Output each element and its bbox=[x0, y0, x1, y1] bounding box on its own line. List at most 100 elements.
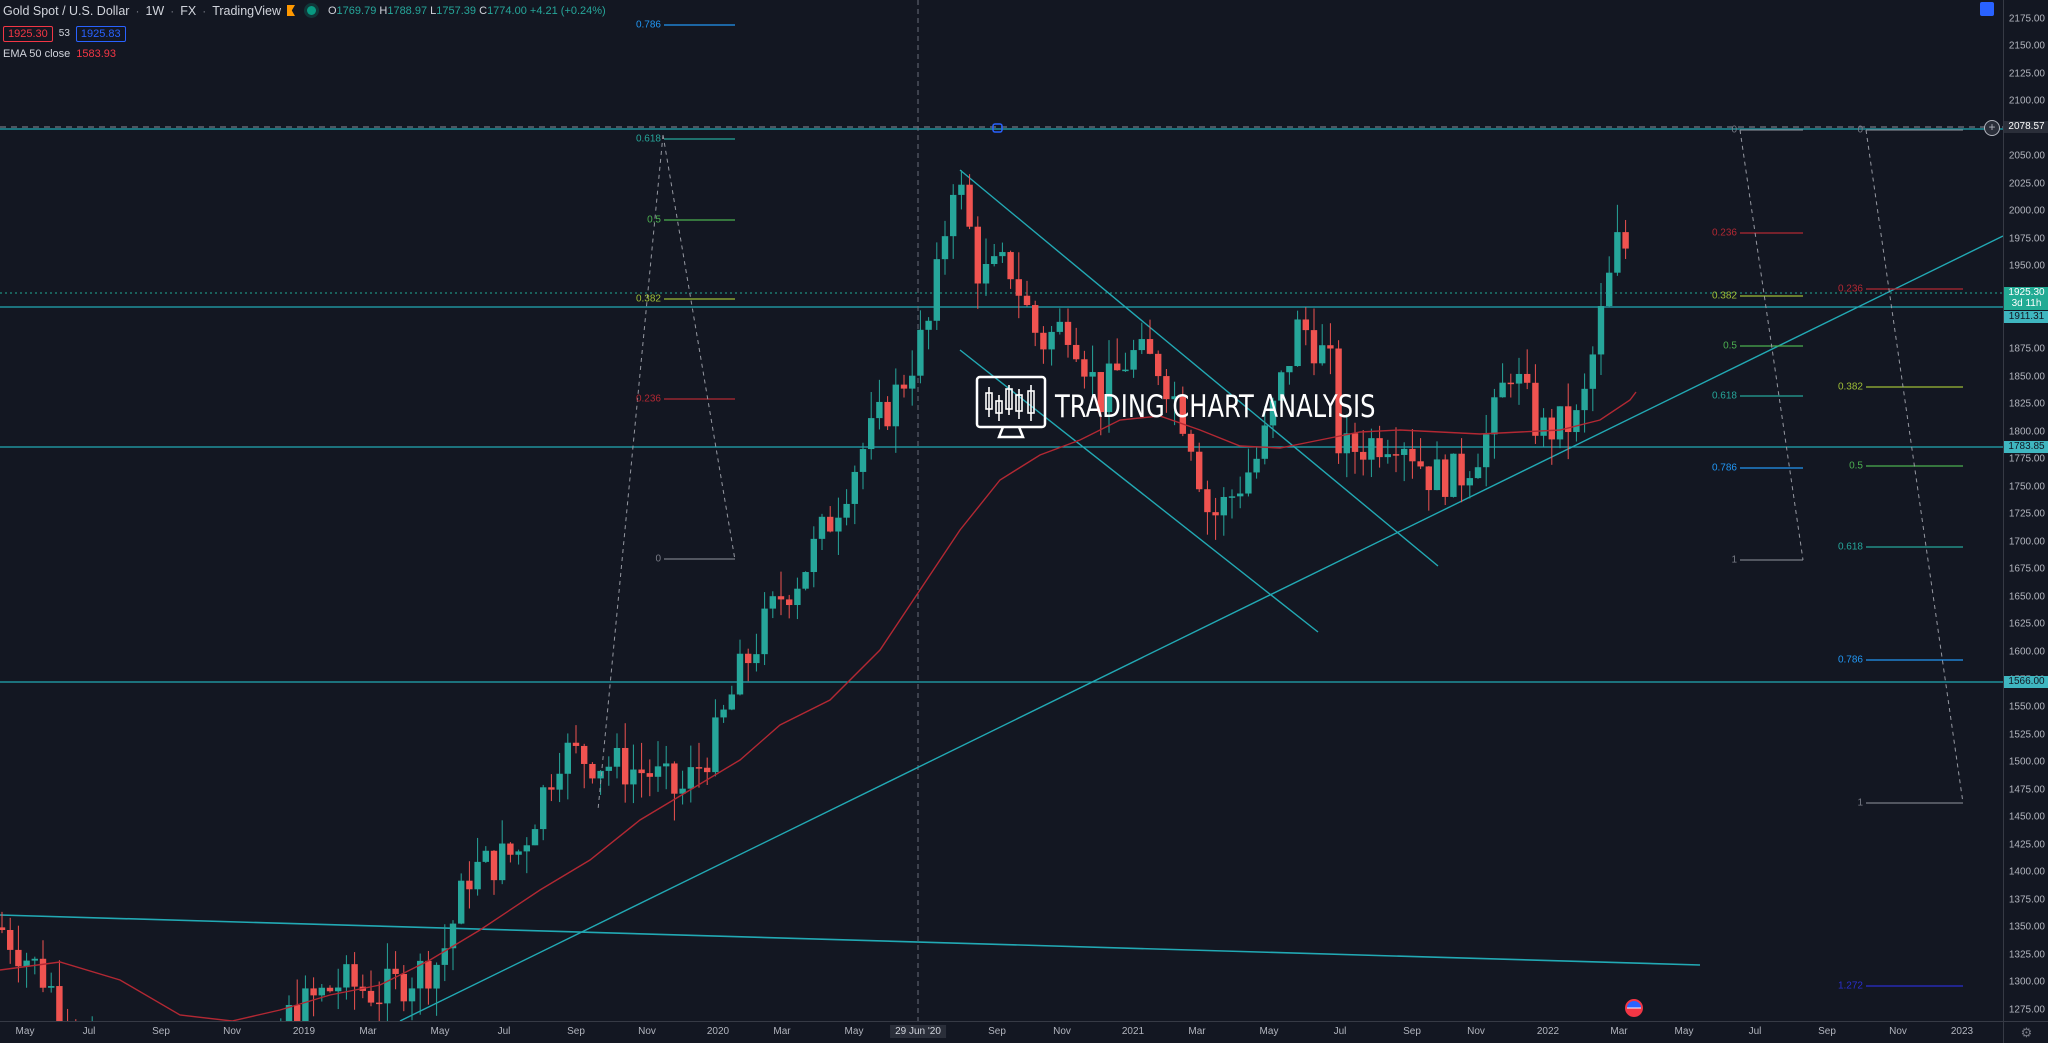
candle-body bbox=[1015, 279, 1022, 296]
candle-body bbox=[892, 384, 899, 427]
candle-body bbox=[1515, 373, 1523, 384]
ohlc-values: O1769.79 H1788.97 L1757.39 C1774.00 +4.2… bbox=[327, 4, 606, 17]
candle-body bbox=[572, 742, 580, 746]
candle-body bbox=[1073, 344, 1080, 360]
candle-body bbox=[736, 653, 744, 695]
candle-body bbox=[941, 236, 949, 260]
spread: 53 bbox=[58, 28, 70, 39]
candle-body bbox=[1507, 382, 1514, 385]
fib-level-label: 0.236 bbox=[1837, 283, 1863, 295]
sell-button[interactable]: 1925.30 bbox=[3, 25, 53, 42]
candle-body bbox=[802, 572, 809, 589]
indicator-ema[interactable]: EMA 50 close 1583.93 bbox=[3, 45, 606, 62]
candle-body bbox=[1097, 372, 1104, 413]
monitor-candles-icon bbox=[975, 375, 1047, 439]
price-axis[interactable]: USD ⌄ 2175.002150.002125.002100.002050.0… bbox=[2003, 0, 2048, 1021]
candle-body bbox=[515, 851, 522, 855]
buy-button[interactable]: 1925.83 bbox=[75, 25, 126, 42]
price-tick: 1950.00 bbox=[2008, 260, 2045, 272]
time-tick: May bbox=[430, 1026, 450, 1037]
candle-body bbox=[326, 987, 334, 992]
time-tick: Jul bbox=[1748, 1026, 1762, 1037]
candle-body bbox=[622, 747, 629, 785]
time-tick: Mar bbox=[1188, 1026, 1206, 1037]
candle-body bbox=[48, 986, 55, 988]
fib-trend-dashed-line bbox=[1865, 129, 1964, 804]
candle-body bbox=[630, 769, 637, 785]
price-tick: 1625.00 bbox=[2008, 618, 2045, 630]
add-alert-icon[interactable]: + bbox=[1984, 120, 2000, 136]
ascending-trendline bbox=[399, 235, 2003, 1021]
candle-body bbox=[654, 766, 662, 777]
long-descending-trendline bbox=[0, 914, 1701, 966]
price-tick: 2000.00 bbox=[2008, 205, 2045, 217]
interval[interactable]: 1W bbox=[145, 3, 165, 18]
time-axis[interactable]: May Jul Sep Nov 2019 Mar May Jul Sep Nov 2020 Mar Ma… bbox=[0, 1021, 2003, 1043]
candle-body bbox=[966, 184, 973, 227]
price-tick: 1600.00 bbox=[2008, 646, 2045, 658]
indicator-value: 1583.93 bbox=[76, 47, 117, 60]
fib-level-label: 0.786 bbox=[635, 19, 661, 31]
candle-body bbox=[1007, 252, 1014, 280]
candle-body bbox=[917, 329, 924, 376]
time-tick: Mar bbox=[359, 1026, 377, 1037]
candle-body bbox=[1474, 467, 1482, 479]
settings-icon[interactable]: ⚙ bbox=[2003, 1021, 2048, 1043]
candle-body bbox=[1401, 448, 1408, 455]
chart-canvas[interactable] bbox=[0, 0, 2003, 1021]
price-tick: 1775.00 bbox=[2008, 453, 2045, 465]
symbol-name[interactable]: Gold Spot / U.S. Dollar bbox=[3, 3, 130, 18]
watermark-text: TRADING CHART ANALYSIS bbox=[1055, 389, 1376, 425]
price-tick: 2125.00 bbox=[2008, 68, 2045, 80]
candle-body bbox=[285, 1005, 293, 1021]
price-tick: 1350.00 bbox=[2008, 921, 2045, 933]
price-tick: 1550.00 bbox=[2008, 701, 2045, 713]
time-tick: Jul bbox=[497, 1026, 511, 1037]
candle-body bbox=[1425, 466, 1432, 491]
fib-trend-dashed-line bbox=[662, 134, 736, 561]
level-label-1566: 1566.00 bbox=[2004, 676, 2048, 688]
fib-level-label: 0 bbox=[655, 553, 661, 565]
candle-body bbox=[23, 960, 30, 967]
chart-pane[interactable]: Gold Spot / U.S. Dollar · 1W · FX · Trad… bbox=[0, 0, 2003, 1021]
candle-body bbox=[318, 987, 325, 996]
candle-body bbox=[1105, 363, 1113, 413]
time-tick: Sep bbox=[152, 1026, 170, 1037]
fib-level-label: 0.5 bbox=[1849, 460, 1863, 472]
candle-body bbox=[728, 694, 735, 710]
candle-body bbox=[1483, 434, 1490, 468]
candle-body bbox=[1597, 306, 1605, 355]
market-status-icon bbox=[306, 6, 316, 15]
flag-icon[interactable] bbox=[286, 5, 295, 16]
candle-body bbox=[589, 763, 596, 779]
time-tick: 2022 bbox=[1536, 1026, 1560, 1037]
candle-body bbox=[818, 516, 826, 539]
candle-body bbox=[1130, 350, 1137, 370]
candle-body bbox=[425, 960, 432, 989]
candle-body bbox=[1220, 496, 1227, 516]
open-value: 1769.79 bbox=[336, 4, 377, 17]
candle-body bbox=[712, 717, 719, 773]
candle-body bbox=[900, 384, 908, 389]
candle-body bbox=[1581, 388, 1588, 411]
candle-body bbox=[843, 503, 850, 518]
price-tick: 1425.00 bbox=[2008, 839, 2045, 851]
candle-body bbox=[663, 763, 670, 767]
candle-body bbox=[556, 773, 563, 790]
candle-body bbox=[991, 256, 998, 265]
candle-body bbox=[335, 987, 342, 992]
candle-body bbox=[466, 880, 473, 890]
candle-body bbox=[1491, 397, 1498, 435]
time-tick: 2023 bbox=[1950, 1026, 1974, 1037]
time-tick: Sep bbox=[988, 1026, 1006, 1037]
screenshot-icon[interactable] bbox=[1980, 2, 1994, 16]
symbol-row: Gold Spot / U.S. Dollar · 1W · FX · Trad… bbox=[3, 3, 606, 18]
candle-body bbox=[1327, 345, 1334, 349]
us-economic-event-icon[interactable] bbox=[1625, 999, 1643, 1017]
candle-body bbox=[777, 596, 785, 600]
candle-body bbox=[531, 829, 539, 846]
candle-body bbox=[868, 418, 875, 450]
candle-body bbox=[1155, 353, 1162, 377]
price-tick: 1325.00 bbox=[2008, 949, 2045, 961]
candle-body bbox=[400, 973, 407, 1002]
